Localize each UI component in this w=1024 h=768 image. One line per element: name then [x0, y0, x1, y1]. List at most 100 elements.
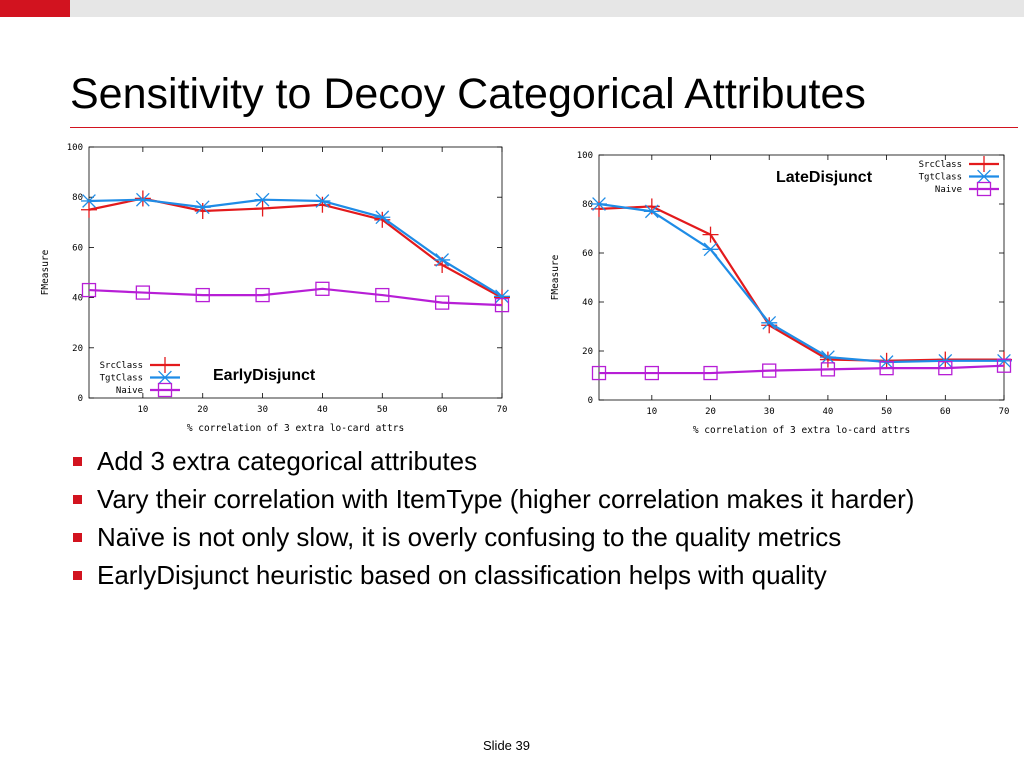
y-tick-label: 100 — [577, 151, 593, 161]
y-tick-label: 40 — [582, 298, 593, 308]
data-point-naive — [494, 297, 510, 313]
bullet-item: EarlyDisjunct heuristic based on classif… — [70, 561, 970, 589]
data-point-srcclass — [81, 201, 97, 218]
data-point-naive — [195, 287, 210, 303]
data-point-srcclass — [937, 351, 954, 368]
legend-label-tgtclass: TgtClass — [919, 173, 962, 183]
x-tick-label: 60 — [940, 407, 951, 417]
data-point-tgtclass — [194, 200, 211, 215]
series-naive — [591, 358, 1012, 381]
data-point-naive — [879, 360, 894, 376]
series-srcclass — [81, 190, 510, 306]
legend-label-naive: Naive — [116, 386, 143, 396]
data-point-tgtclass — [494, 289, 510, 304]
data-point-tgtclass-d2 — [435, 253, 450, 267]
x-axis-label: % correlation of 3 extra lo-card attrs — [693, 425, 910, 436]
data-point-naive — [591, 365, 607, 381]
series-naive — [81, 281, 510, 313]
data-point-tgtclass — [434, 253, 451, 267]
data-point-naive — [255, 287, 270, 303]
x-tick-label: 70 — [999, 407, 1010, 417]
data-point-tgtclass — [937, 353, 954, 368]
bullet-square-icon — [73, 533, 82, 542]
y-tick-label: 0 — [78, 394, 83, 404]
y-tick-label: 40 — [72, 294, 83, 304]
legend-marker-srcclass — [157, 357, 173, 373]
data-point-tgtclass-d2 — [762, 315, 777, 330]
top-bar — [0, 0, 1024, 17]
bullet-list: Add 3 extra categorical attributes Vary … — [70, 447, 970, 599]
plot-frame — [598, 154, 1005, 401]
data-point-tgtclass-d2 — [495, 289, 509, 304]
data-point-naive-box — [762, 363, 777, 378]
chart-early-disjunct: 0 20 40 60 80 100 10 20 30 40 50 60 70 % correlation … — [30, 135, 515, 445]
x-tick-label: 10 — [646, 407, 657, 417]
plot-frame — [88, 146, 503, 399]
chart-late-disjunct-svg: 0 20 40 60 80 100 10 20 30 40 50 60 70 % correlation … — [550, 151, 1012, 436]
legend-label-naive: Naive — [935, 185, 962, 195]
data-point-naive — [434, 295, 450, 310]
data-point-naive-box — [591, 365, 607, 381]
bullet-square-icon — [73, 457, 82, 466]
series-tgtclass — [81, 192, 510, 304]
data-point-naive — [644, 365, 659, 381]
bullet-square-icon — [73, 571, 82, 580]
y-tick-label: 60 — [582, 249, 593, 259]
data-point-naive-box — [255, 287, 270, 303]
x-tick-label: 10 — [137, 405, 148, 415]
legend-marker-naive — [157, 382, 173, 398]
data-point-srcclass — [194, 203, 211, 220]
title-rule — [70, 127, 1018, 128]
data-point-tgtclass-d2 — [938, 353, 953, 368]
legend-label-srcclass: SrcClass — [919, 160, 962, 170]
data-point-naive-box — [315, 281, 330, 296]
data-point-tgtclass-d2 — [255, 192, 270, 207]
data-point-tgtclass-d2 — [82, 194, 96, 208]
data-point-tgtclass-d2 — [375, 210, 390, 225]
y-tick-label: 20 — [72, 344, 83, 354]
chart-annotation: EarlyDisjunct — [213, 367, 316, 384]
data-point-naive — [820, 362, 836, 377]
series-line-srcclass — [88, 197, 503, 299]
data-point-naive-box — [644, 365, 659, 381]
data-point-naive — [703, 365, 718, 381]
series-line-naive — [599, 364, 1005, 375]
data-point-naive — [762, 363, 777, 378]
legend-marker-naive-box — [157, 382, 173, 398]
data-point-tgtclass — [591, 197, 607, 211]
y-tick-label: 100 — [67, 143, 83, 153]
x-tick-label: 20 — [705, 407, 716, 417]
series-tgtclass — [591, 197, 1012, 369]
y-axis-label: FMeasure — [550, 254, 561, 300]
data-point-naive-box — [434, 295, 450, 310]
legend-label-srcclass: SrcClass — [100, 361, 143, 371]
bullet-square-icon — [73, 495, 82, 504]
bullet-item: Vary their correlation with ItemType (hi… — [70, 485, 970, 513]
chart-early-disjunct-svg: 0 20 40 60 80 100 10 20 30 40 50 60 70 % correlation … — [40, 143, 510, 434]
data-point-srcclass — [819, 351, 836, 368]
y-tick-label: 60 — [72, 243, 83, 253]
data-point-naive-box — [703, 365, 718, 381]
data-point-naive-box — [879, 360, 894, 376]
legend-marker-tgtclass-d2 — [977, 169, 991, 184]
data-point-srcclass — [314, 196, 331, 213]
legend-marker-naive-box — [976, 181, 992, 197]
data-point-srcclass — [134, 190, 151, 207]
series-line-tgtclass — [88, 198, 503, 298]
data-point-tgtclass-d2 — [315, 194, 330, 208]
data-point-tgtclass-d2 — [644, 204, 659, 219]
data-point-naive — [315, 281, 330, 296]
bullet-text: Naïve is not only slow, it is overly con… — [97, 522, 842, 552]
bullet-item: Add 3 extra categorical attributes — [70, 447, 970, 475]
data-point-tgtclass — [702, 242, 719, 257]
data-point-srcclass — [254, 200, 271, 217]
slide-title: Sensitivity to Decoy Categorical Attribu… — [70, 70, 866, 118]
data-point-srcclass — [702, 226, 719, 243]
slide-number: Slide 39 — [483, 738, 530, 753]
data-point-tgtclass — [374, 210, 391, 225]
data-point-tgtclass-d2 — [592, 197, 606, 211]
x-tick-label: 30 — [257, 405, 268, 415]
data-point-naive-box — [938, 360, 953, 376]
y-tick-label: 20 — [582, 347, 593, 357]
legend-label-tgtclass: TgtClass — [100, 374, 143, 384]
